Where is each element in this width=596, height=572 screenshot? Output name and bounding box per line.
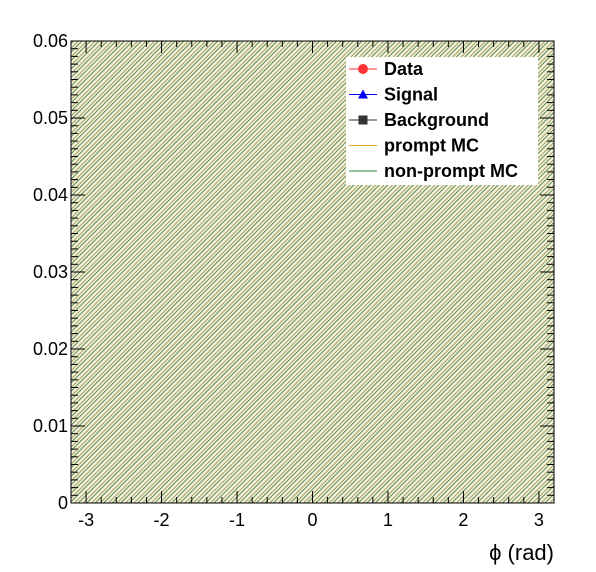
legend-label: Background [384,110,489,130]
legend-label: Data [384,59,424,79]
x-tick-label: -1 [229,510,245,530]
x-tick-label: 2 [458,510,468,530]
legend: Data Signal Background prompt MC non-prompt … [346,57,538,185]
legend-marker-circle [358,64,368,74]
y-tick-label: 0.04 [33,185,68,205]
legend-entry-prompt-mc: prompt MC [349,136,479,156]
y-tick-label: 0 [58,493,68,513]
y-tick-label: 0.02 [33,339,68,359]
legend-entry-non-prompt-mc: non-prompt MC [349,161,518,181]
x-tick-label: -2 [154,510,170,530]
legend-entry-data: Data [349,59,424,79]
x-axis-title: ϕ (rad) [489,540,554,565]
x-tick-label: -3 [78,510,94,530]
legend-marker-square [358,115,368,125]
y-tick-label: 0.05 [33,108,68,128]
x-axis-ticks: -3 -2 -1 0 1 2 3 [70,41,555,530]
y-tick-label: 0.06 [33,31,68,51]
x-tick-label: 3 [534,510,544,530]
legend-label: non-prompt MC [384,161,518,181]
y-axis-ticks: 0 0.01 0.02 0.03 0.04 0.05 0.06 [33,31,554,513]
y-tick-label: 0.01 [33,416,68,436]
y-tick-label: 0.03 [33,262,68,282]
legend-label: prompt MC [384,136,479,156]
x-tick-label: 1 [383,510,393,530]
legend-entry-background: Background [349,110,489,130]
legend-marker-triangle [358,89,368,99]
legend-entry-signal: Signal [349,85,438,105]
legend-label: Signal [384,85,438,105]
legend-box [346,57,538,185]
x-tick-label: 0 [307,510,317,530]
